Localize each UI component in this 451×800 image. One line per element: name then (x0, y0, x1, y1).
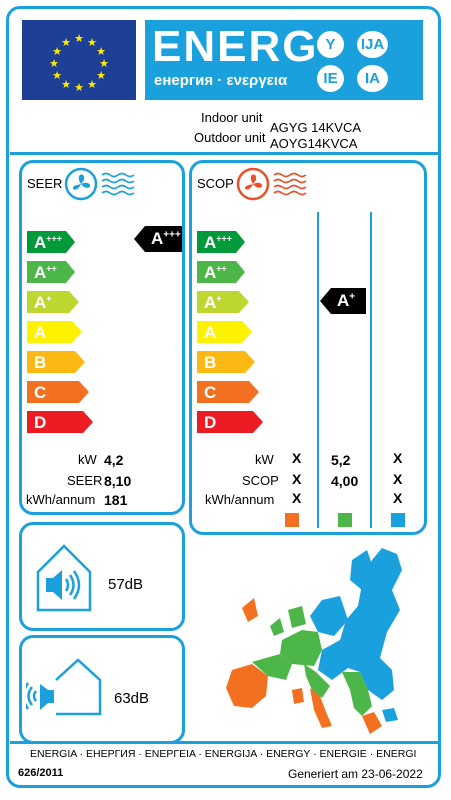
eu-stars-icon: ★ ★★ ★★★ ★★★ ★★★ (49, 32, 109, 94)
svg-text:★: ★ (74, 32, 84, 45)
divider (10, 741, 439, 744)
outdoor-speaker-icon (26, 658, 102, 716)
svg-text:★: ★ (52, 45, 62, 58)
seer-panel (19, 160, 185, 515)
svg-text:★: ★ (61, 78, 71, 91)
seer-label: SEER (67, 473, 103, 488)
divider (10, 152, 439, 155)
svg-text:★: ★ (52, 69, 62, 82)
scop-rating-pointer: A+ (320, 288, 366, 314)
indoor-unit-value: AGYG 14KVCA (270, 120, 362, 135)
colder-scop-value: X (393, 471, 403, 487)
scop-panel (189, 160, 427, 535)
scop-kwh-label: kWh/annum (205, 492, 275, 507)
energy-subtitle: енергия · ενεργεια (154, 72, 288, 89)
average-scop-value: 4,00 (331, 473, 359, 489)
svg-text:★: ★ (49, 57, 59, 70)
heating-fan-icon (236, 167, 307, 201)
scop-kw-label: kW (255, 452, 274, 467)
indoor-noise-panel (19, 522, 185, 631)
europe-climate-map (226, 548, 402, 734)
column-divider (317, 212, 319, 528)
eu-flag: ★ ★ ★ ★ ★ ★ ★ ★ ★ ★ ★ ★ (22, 20, 136, 100)
generated-date: Generiert am 23-06-2022 (288, 767, 423, 781)
seer-kw-value: 4,2 (104, 452, 124, 468)
average-kw-value: 5,2 (331, 452, 351, 468)
indoor-noise-value: 57dB (108, 576, 144, 593)
warmer-kwh-value: X (292, 490, 302, 506)
svg-text:★: ★ (87, 36, 97, 49)
outdoor-noise-value: 63dB (114, 690, 150, 707)
indoor-unit-label: Indoor unit (201, 110, 263, 125)
svg-text:★: ★ (87, 78, 97, 91)
warmer-scop-value: X (292, 471, 302, 487)
seer-rating-pointer: A+++ (134, 226, 182, 252)
regulation-number: 626/2011 (18, 767, 64, 779)
indoor-speaker-icon (36, 544, 92, 612)
scop-label: SCOP (242, 473, 279, 488)
svg-text:★: ★ (96, 69, 106, 82)
colder-kwh-value: X (393, 490, 403, 506)
svg-text:★: ★ (99, 57, 109, 70)
outdoor-unit-label: Outdoor unit (194, 130, 266, 145)
energy-title: ENERG (152, 22, 319, 71)
seer-value: 8,10 (104, 473, 132, 489)
warmer-zone-swatch (285, 513, 299, 527)
language-badge: IJA (357, 31, 388, 58)
outdoor-unit-value: AOYG14KVCA (270, 136, 358, 151)
language-badge: Y (317, 31, 344, 58)
seer-kwh-value: 181 (104, 492, 128, 508)
svg-text:★: ★ (96, 45, 106, 58)
average-zone-swatch (338, 513, 352, 527)
cooling-fan-icon (64, 167, 135, 201)
seer-kw-label: kW (78, 452, 97, 467)
scop-title: SCOP (197, 176, 234, 191)
warmer-kw-value: X (292, 450, 302, 466)
seer-title: SEER (27, 176, 63, 191)
column-divider (370, 212, 372, 528)
colder-kw-value: X (393, 450, 403, 466)
svg-text:★: ★ (61, 36, 71, 49)
svg-text:★: ★ (74, 81, 84, 94)
label-frame (6, 6, 441, 788)
colder-zone-swatch (391, 513, 405, 527)
language-badge: IE (317, 65, 344, 92)
language-badge: IA (357, 65, 388, 92)
footer-languages: ENERGIA · ЕНЕРГИЯ · ΕΝΕΡΓΕΙΑ · ENERGIJA … (30, 748, 417, 760)
seer-kwh-label: kWh/annum (26, 492, 96, 507)
